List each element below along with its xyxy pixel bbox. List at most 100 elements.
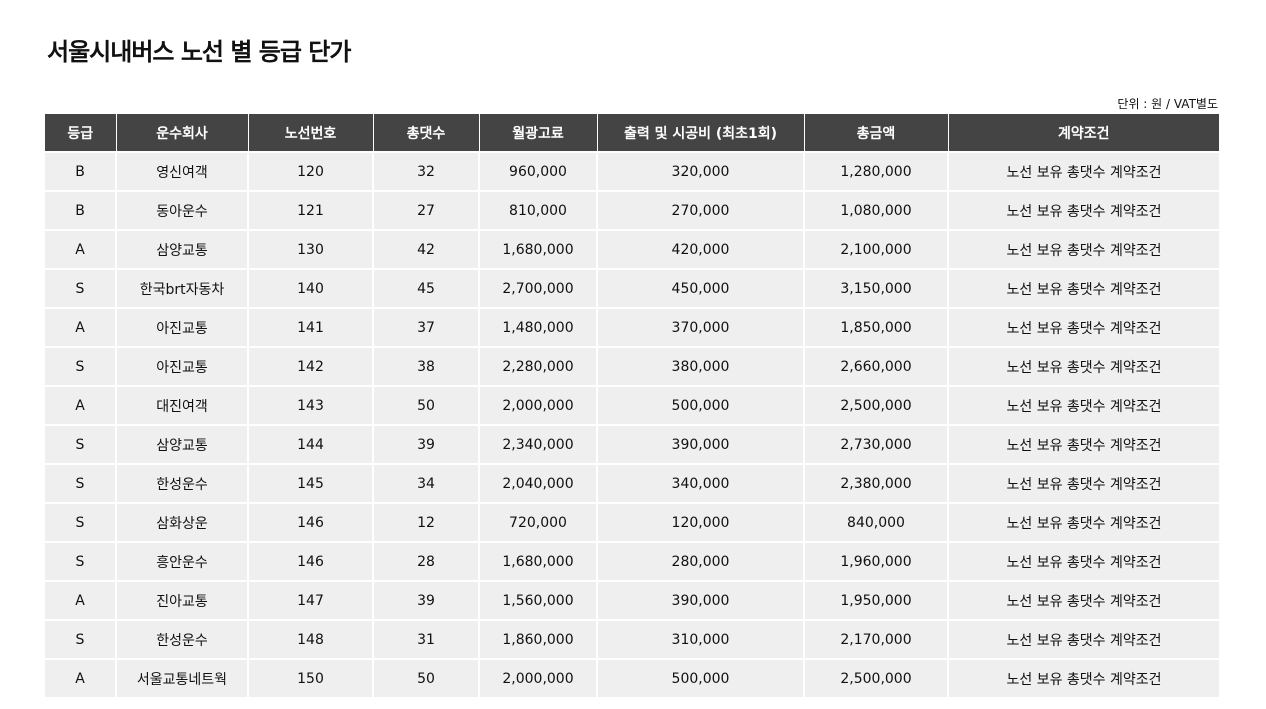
cell-grade: B <box>45 191 117 231</box>
table-row: S 흥안운수 146 28 1,680,000 280,000 1,960,000 노선 보유… <box>45 542 1219 582</box>
cell-company: 서울교통네트웍 <box>116 659 249 699</box>
cell-total-amount: 840,000 <box>804 503 949 543</box>
column-header-company: 운수회사 <box>116 114 249 153</box>
table-row: B 영신여객 120 32 960,000 320,000 1,280,000 노선 보유 총… <box>45 152 1219 192</box>
cell-company: 대진여객 <box>116 386 249 426</box>
cell-bus-count: 50 <box>373 386 480 426</box>
cell-bus-count: 34 <box>373 464 480 504</box>
cell-contract-terms: 노선 보유 총댓수 계약조건 <box>948 581 1219 621</box>
column-header-monthly-fee: 월광고료 <box>479 114 598 153</box>
cell-grade: S <box>45 620 117 660</box>
cell-total-amount: 2,100,000 <box>804 230 949 270</box>
cell-production-fee: 450,000 <box>597 269 805 309</box>
cell-contract-terms: 노선 보유 총댓수 계약조건 <box>948 191 1219 231</box>
column-header-total-amount: 총금액 <box>804 114 949 153</box>
cell-total-amount: 2,730,000 <box>804 425 949 465</box>
cell-production-fee: 390,000 <box>597 581 805 621</box>
header-row: 등급 운수회사 노선번호 총댓수 월광고료 출력 및 시공비 (최초1회) 총금액 계약조건 <box>45 114 1219 153</box>
cell-total-amount: 3,150,000 <box>804 269 949 309</box>
cell-company: 아진교통 <box>116 308 249 348</box>
cell-route-number: 140 <box>248 269 374 309</box>
price-table: 등급 운수회사 노선번호 총댓수 월광고료 출력 및 시공비 (최초1회) 총금액 계약조건 … <box>45 114 1219 699</box>
cell-grade: S <box>45 425 117 465</box>
cell-production-fee: 420,000 <box>597 230 805 270</box>
column-header-bus-count: 총댓수 <box>373 114 480 153</box>
table-row: A 서울교통네트웍 150 50 2,000,000 500,000 2,500,000 노선… <box>45 659 1219 699</box>
cell-grade: S <box>45 464 117 504</box>
cell-contract-terms: 노선 보유 총댓수 계약조건 <box>948 152 1219 192</box>
cell-company: 한성운수 <box>116 620 249 660</box>
cell-route-number: 144 <box>248 425 374 465</box>
cell-company: 삼양교통 <box>116 425 249 465</box>
cell-total-amount: 1,960,000 <box>804 542 949 582</box>
cell-total-amount: 1,280,000 <box>804 152 949 192</box>
cell-route-number: 143 <box>248 386 374 426</box>
cell-total-amount: 1,850,000 <box>804 308 949 348</box>
cell-total-amount: 2,170,000 <box>804 620 949 660</box>
cell-route-number: 142 <box>248 347 374 387</box>
cell-contract-terms: 노선 보유 총댓수 계약조건 <box>948 347 1219 387</box>
cell-bus-count: 39 <box>373 581 480 621</box>
column-header-production-fee: 출력 및 시공비 (최초1회) <box>597 114 805 153</box>
cell-monthly-fee: 810,000 <box>479 191 598 231</box>
table-row: A 대진여객 143 50 2,000,000 500,000 2,500,000 노선 보유… <box>45 386 1219 426</box>
cell-monthly-fee: 2,700,000 <box>479 269 598 309</box>
cell-contract-terms: 노선 보유 총댓수 계약조건 <box>948 659 1219 699</box>
cell-route-number: 148 <box>248 620 374 660</box>
table-row: S 한국brt자동차 140 45 2,700,000 450,000 3,150,000 노… <box>45 269 1219 309</box>
cell-contract-terms: 노선 보유 총댓수 계약조건 <box>948 425 1219 465</box>
cell-route-number: 145 <box>248 464 374 504</box>
table-row: B 동아운수 121 27 810,000 270,000 1,080,000 노선 보유 총… <box>45 191 1219 231</box>
cell-contract-terms: 노선 보유 총댓수 계약조건 <box>948 503 1219 543</box>
cell-grade: A <box>45 386 117 426</box>
cell-production-fee: 280,000 <box>597 542 805 582</box>
cell-bus-count: 38 <box>373 347 480 387</box>
cell-company: 삼양교통 <box>116 230 249 270</box>
cell-monthly-fee: 2,000,000 <box>479 386 598 426</box>
table-row: A 삼양교통 130 42 1,680,000 420,000 2,100,000 노선 보유… <box>45 230 1219 270</box>
cell-bus-count: 42 <box>373 230 480 270</box>
cell-bus-count: 27 <box>373 191 480 231</box>
cell-total-amount: 2,500,000 <box>804 386 949 426</box>
cell-monthly-fee: 2,340,000 <box>479 425 598 465</box>
cell-route-number: 146 <box>248 503 374 543</box>
cell-monthly-fee: 1,860,000 <box>479 620 598 660</box>
cell-grade: A <box>45 659 117 699</box>
cell-production-fee: 120,000 <box>597 503 805 543</box>
cell-route-number: 130 <box>248 230 374 270</box>
column-header-grade: 등급 <box>45 114 117 153</box>
cell-total-amount: 1,080,000 <box>804 191 949 231</box>
cell-total-amount: 2,500,000 <box>804 659 949 699</box>
cell-monthly-fee: 1,480,000 <box>479 308 598 348</box>
cell-total-amount: 2,380,000 <box>804 464 949 504</box>
table-row: S 한성운수 148 31 1,860,000 310,000 2,170,000 노선 보유… <box>45 620 1219 660</box>
cell-bus-count: 31 <box>373 620 480 660</box>
cell-contract-terms: 노선 보유 총댓수 계약조건 <box>948 542 1219 582</box>
cell-bus-count: 12 <box>373 503 480 543</box>
table-row: S 아진교통 142 38 2,280,000 380,000 2,660,000 노선 보유… <box>45 347 1219 387</box>
cell-bus-count: 37 <box>373 308 480 348</box>
cell-monthly-fee: 960,000 <box>479 152 598 192</box>
cell-company: 영신여객 <box>116 152 249 192</box>
cell-monthly-fee: 720,000 <box>479 503 598 543</box>
cell-company: 삼화상운 <box>116 503 249 543</box>
page-title: 서울시내버스 노선 별 등급 단가 <box>47 38 351 66</box>
column-header-contract-terms: 계약조건 <box>948 114 1219 153</box>
cell-contract-terms: 노선 보유 총댓수 계약조건 <box>948 620 1219 660</box>
cell-route-number: 150 <box>248 659 374 699</box>
cell-production-fee: 500,000 <box>597 386 805 426</box>
table-row: A 진아교통 147 39 1,560,000 390,000 1,950,000 노선 보유… <box>45 581 1219 621</box>
cell-contract-terms: 노선 보유 총댓수 계약조건 <box>948 464 1219 504</box>
cell-company: 흥안운수 <box>116 542 249 582</box>
unit-note: 단위 : 원 / VAT별도 <box>1117 97 1218 111</box>
cell-production-fee: 500,000 <box>597 659 805 699</box>
cell-monthly-fee: 1,680,000 <box>479 542 598 582</box>
cell-monthly-fee: 2,000,000 <box>479 659 598 699</box>
cell-route-number: 147 <box>248 581 374 621</box>
cell-bus-count: 39 <box>373 425 480 465</box>
cell-grade: S <box>45 347 117 387</box>
table-row: A 아진교통 141 37 1,480,000 370,000 1,850,000 노선 보유… <box>45 308 1219 348</box>
cell-total-amount: 2,660,000 <box>804 347 949 387</box>
table-header: 등급 운수회사 노선번호 총댓수 월광고료 출력 및 시공비 (최초1회) 총금액 계약조건 <box>45 114 1219 153</box>
cell-production-fee: 390,000 <box>597 425 805 465</box>
